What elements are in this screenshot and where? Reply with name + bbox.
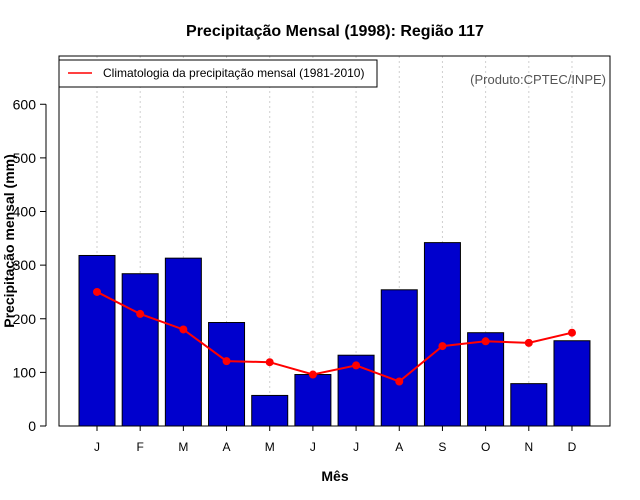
bar (467, 332, 505, 427)
climatology-point (136, 309, 145, 318)
climatology-point (395, 377, 404, 386)
y-axis: 0 100 200 300 400 500 600 (13, 96, 47, 434)
bar (294, 374, 332, 427)
x-tick-label: N (524, 440, 533, 454)
climatology-point (524, 338, 533, 347)
y-tick-label: 600 (13, 96, 37, 112)
climatology-series (93, 287, 576, 386)
x-tick-label: M (265, 440, 275, 454)
bar (164, 257, 202, 427)
x-tick-label: D (568, 440, 577, 454)
grid-lines (96, 56, 573, 426)
y-axis-label: Precipitação mensal (mm) (1, 154, 17, 328)
climatology-point (222, 357, 231, 366)
bar (510, 383, 548, 427)
x-tick-label: A (395, 440, 403, 454)
legend: Climatologia da precipitação mensal (198… (58, 59, 378, 88)
y-tick-label: 200 (13, 311, 37, 327)
bar (208, 322, 246, 427)
y-tick-label: 0 (28, 418, 36, 434)
climatology-point (481, 337, 490, 346)
bar (423, 242, 461, 427)
climatology-point (265, 358, 274, 367)
bar (78, 254, 116, 427)
x-tick-label: J (310, 440, 316, 454)
x-tick-label: J (353, 440, 359, 454)
climatology-point (352, 361, 361, 370)
x-tick-label: M (178, 440, 188, 454)
climatology-point (179, 325, 188, 334)
x-tick-label: J (94, 440, 100, 454)
y-tick-label: 400 (13, 204, 37, 220)
legend-entry-climatology: Climatologia da precipitação mensal (198… (103, 66, 364, 80)
source-annotation: (Produto:CPTEC/INPE) (470, 72, 606, 87)
bar-series (78, 242, 591, 427)
climatology-point (438, 342, 447, 351)
x-tick-label: O (481, 440, 490, 454)
x-tick-label: A (223, 440, 231, 454)
chart-title: Precipitação Mensal (1998): Região 117 (186, 23, 484, 40)
legend-box (58, 59, 378, 88)
bar (251, 394, 289, 427)
x-axis-label: Mês (321, 468, 348, 484)
plot-frame (58, 55, 611, 427)
x-tick-label: F (137, 440, 144, 454)
y-tick-label: 100 (13, 364, 37, 380)
climatology-point (567, 328, 576, 337)
x-tick-label: S (438, 440, 446, 454)
climatology-line (96, 291, 573, 383)
bar (380, 289, 418, 427)
y-tick-label: 500 (13, 150, 37, 166)
climatology-point (308, 370, 317, 379)
bar (121, 273, 159, 427)
bar (553, 340, 591, 427)
climatology-point (93, 287, 101, 296)
y-tick-label: 300 (13, 257, 37, 273)
